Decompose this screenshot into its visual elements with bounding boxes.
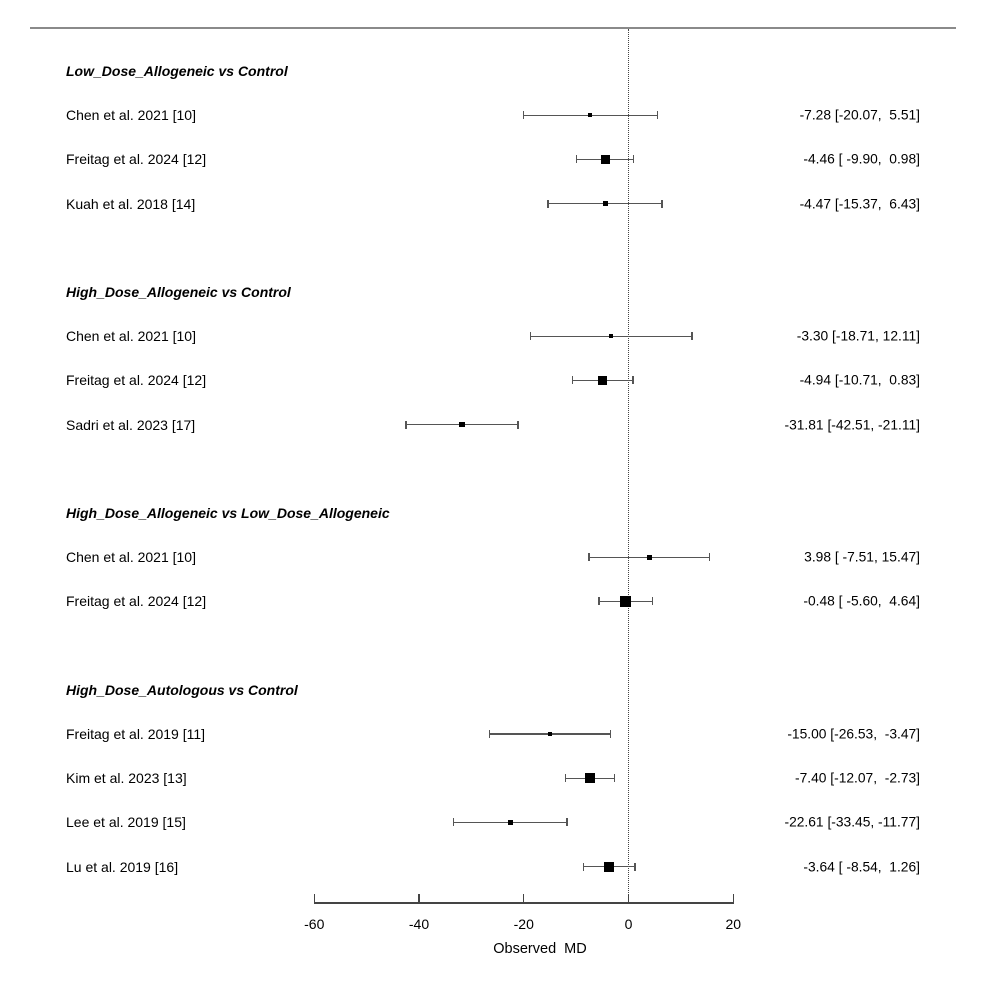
effect-annotation: -3.30 [-18.71, 12.11] (796, 328, 920, 344)
effect-marker (620, 595, 632, 607)
effect-annotation: -4.46 [ -9.90, 0.98] (803, 151, 920, 167)
study-label: Kuah et al. 2018 [14] (66, 195, 196, 212)
x-axis-title: Observed MD (493, 941, 587, 957)
ci-cap-left (583, 862, 585, 871)
ci-cap-right (517, 420, 519, 429)
ci-cap-right (691, 332, 693, 341)
study-label: Lee et al. 2019 [15] (66, 814, 186, 831)
ci-cap-left (588, 553, 590, 562)
ci-cap-left (571, 376, 574, 385)
ci-cap-right (566, 818, 568, 827)
ci-cap-right (632, 376, 634, 385)
effect-marker (604, 861, 615, 872)
x-axis-tick-label: -60 (304, 916, 325, 932)
x-axis-tick-label: -40 (408, 916, 430, 932)
study-label: Freitag et al. 2019 [11] (66, 726, 206, 742)
study-label: Freitag et al. 2024 [12] (66, 151, 207, 168)
effect-marker (588, 113, 593, 118)
group-header: High_Dose_Allogeneic vs Control (66, 284, 291, 300)
effect-marker (547, 732, 552, 736)
effect-marker (459, 421, 465, 428)
effect-annotation: -22.61 [-33.45, -11.77] (784, 814, 920, 830)
effect-annotation: -4.47 [-15.37, 6.43] (799, 196, 920, 212)
effect-annotation: -7.40 [-12.07, -2.73] (794, 770, 920, 786)
effect-annotation: -0.48 [ -5.60, 4.64] (803, 593, 920, 609)
ci-cap-left (575, 155, 578, 164)
ci-cap-right (661, 199, 663, 208)
ci-cap-right (634, 862, 636, 871)
effect-marker (609, 334, 614, 339)
effect-annotation: -7.28 [-20.07, 5.51] (799, 107, 920, 123)
effect-marker (598, 375, 608, 385)
group-header: Low_Dose_Allogeneic vs Control (66, 63, 288, 79)
x-axis-tick (523, 894, 525, 902)
effect-marker (646, 554, 652, 560)
ci-cap-left (452, 818, 454, 827)
ci-cap-right (656, 111, 659, 120)
effect-annotation: 3.98 [ -7.51, 15.47] (804, 549, 920, 565)
ci-cap-right (708, 553, 711, 562)
ci-cap-left (488, 730, 491, 738)
ci-cap-left (598, 597, 600, 606)
x-axis-tick-label: 0 (624, 916, 633, 932)
effect-marker (602, 201, 608, 207)
study-label: Chen et al. 2021 [10] (66, 107, 196, 124)
ci-cap-left (564, 774, 566, 783)
zero-reference-line (628, 29, 629, 903)
effect-marker (584, 773, 595, 784)
effect-annotation: -3.64 [ -8.54, 1.26] (803, 859, 920, 875)
top-rule (30, 27, 956, 29)
x-axis-tick-label: 20 (725, 916, 742, 932)
ci-cap-right (613, 774, 615, 783)
study-label: Chen et al. 2021 [10] (66, 549, 196, 566)
study-label: Sadri et al. 2023 [17] (66, 416, 196, 433)
x-axis-line (314, 902, 734, 904)
effect-marker (600, 154, 610, 164)
x-axis-tick (313, 894, 315, 902)
study-label: Chen et al. 2021 [10] (66, 328, 196, 345)
group-header: High_Dose_Autologous vs Control (66, 681, 298, 698)
study-label: Freitag et al. 2024 [12] (66, 593, 207, 610)
ci-cap-left (522, 111, 525, 120)
x-axis-tick (627, 894, 630, 902)
effect-annotation: -4.94 [-10.71, 0.83] (799, 372, 920, 388)
study-label: Kim et al. 2023 [13] (66, 770, 187, 787)
ci-cap-left (529, 332, 532, 341)
ci-cap-left (547, 199, 549, 208)
effect-annotation: -31.81 [-42.51, -21.11] (784, 417, 920, 433)
study-label: Freitag et al. 2024 [12] (66, 372, 207, 389)
effect-annotation: -15.00 [-26.53, -3.47] (787, 726, 920, 742)
ci-cap-right (652, 597, 654, 606)
group-header: High_Dose_Allogeneic vs Low_Dose_Allogen… (66, 505, 390, 521)
x-axis-tick-label: -20 (513, 916, 534, 932)
x-axis-tick (732, 894, 734, 902)
ci-cap-left (405, 420, 407, 429)
ci-cap-right (632, 155, 635, 164)
x-axis-tick (418, 894, 420, 902)
study-label: Lu et al. 2019 [16] (66, 858, 179, 875)
effect-marker (507, 819, 513, 825)
ci-cap-right (609, 730, 612, 738)
